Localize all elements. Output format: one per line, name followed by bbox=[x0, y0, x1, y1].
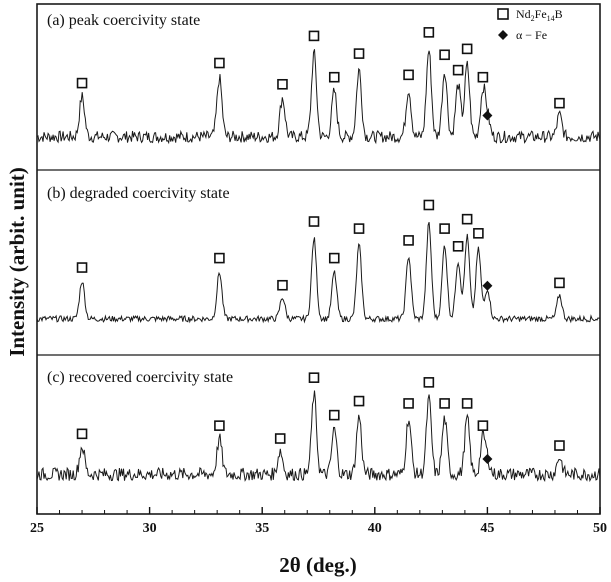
nd2fe14b-peak-marker-icon bbox=[461, 398, 473, 409]
nd2fe14b-peak-marker-icon bbox=[403, 235, 414, 246]
nd2fe14b-peak-marker-icon bbox=[554, 440, 565, 451]
nd2fe14b-peak-marker-icon bbox=[439, 223, 450, 234]
nd2fe14b-peak-marker-icon bbox=[274, 433, 286, 444]
nd2fe14b-peak-marker-icon bbox=[214, 420, 225, 431]
nd2fe14b-peak-marker-icon bbox=[461, 43, 473, 55]
nd2fe14b-peak-marker-icon bbox=[76, 77, 88, 89]
spectrum-line-panel-c bbox=[36, 390, 601, 483]
spectrum-line-panel-a bbox=[36, 49, 601, 145]
x-tick-label: 50 bbox=[593, 521, 607, 536]
nd2fe14b-peak-marker-icon bbox=[353, 395, 365, 407]
nd2fe14b-peak-marker-icon bbox=[477, 420, 489, 431]
legend-label-alpha-fe: α − Fe bbox=[516, 28, 547, 42]
nd2fe14b-peak-marker-icon bbox=[439, 49, 450, 61]
x-tick-label: 45 bbox=[480, 521, 494, 536]
plot-frame bbox=[36, 3, 601, 515]
alpha-fe-peak-marker-icon bbox=[482, 454, 493, 465]
nd2fe14b-peak-marker-icon bbox=[403, 398, 414, 409]
spectrum-line-panel-b bbox=[36, 222, 601, 324]
nd2fe14b-peak-marker-icon bbox=[277, 78, 288, 90]
panel-c-label: (c) recovered coercivity state bbox=[47, 369, 233, 386]
x-tick-label: 35 bbox=[255, 521, 269, 536]
x-tick-label: 30 bbox=[143, 521, 157, 536]
nd2fe14b-peak-marker-icon bbox=[328, 252, 340, 264]
nd2fe14b-peak-marker-icon bbox=[477, 71, 489, 83]
nd2fe14b-peak-marker-icon bbox=[76, 262, 88, 273]
nd2fe14b-peak-marker-icon bbox=[214, 252, 225, 264]
panel-b-label: (b) degraded coercivity state bbox=[47, 185, 230, 202]
panel-a-label: (a) peak coercivity state bbox=[47, 12, 200, 29]
nd2fe14b-peak-marker-icon bbox=[308, 372, 320, 383]
nd2fe14b-peak-marker-icon bbox=[328, 71, 340, 83]
nd2fe14b-peak-marker-icon bbox=[452, 64, 464, 76]
nd2fe14b-peak-marker-icon bbox=[308, 30, 320, 42]
spectra-panels bbox=[36, 27, 601, 483]
nd2fe14b-peak-marker-icon bbox=[423, 27, 435, 38]
nd2fe14b-peak-marker-icon bbox=[423, 199, 435, 211]
legend-diamond-marker-icon bbox=[498, 30, 508, 40]
legend: Nd2Fe14B α − Fe bbox=[497, 7, 563, 42]
nd2fe14b-peak-marker-icon bbox=[452, 241, 464, 252]
nd2fe14b-peak-marker-icon bbox=[473, 228, 484, 239]
nd2fe14b-peak-marker-icon bbox=[308, 216, 320, 227]
nd2fe14b-peak-marker-icon bbox=[353, 48, 365, 59]
y-axis-title: Intensity (arbit. unit) bbox=[5, 167, 29, 357]
legend-label-nd2fe14b: Nd2Fe14B bbox=[516, 7, 563, 23]
x-tick-label: 25 bbox=[30, 521, 44, 536]
x-axis-ticks: 25 30 35 40 45 50 bbox=[30, 507, 607, 536]
nd2fe14b-peak-marker-icon bbox=[76, 428, 88, 440]
alpha-fe-peak-marker-icon bbox=[482, 110, 493, 121]
nd2fe14b-peak-marker-icon bbox=[554, 97, 565, 109]
nd2fe14b-peak-marker-icon bbox=[277, 279, 288, 291]
nd2fe14b-peak-marker-icon bbox=[439, 398, 450, 409]
nd2fe14b-peak-marker-icon bbox=[461, 213, 473, 225]
nd2fe14b-peak-marker-icon bbox=[353, 223, 365, 234]
nd2fe14b-peak-marker-icon bbox=[423, 377, 435, 388]
nd2fe14b-peak-marker-icon bbox=[214, 57, 225, 69]
nd2fe14b-peak-marker-icon bbox=[328, 409, 340, 421]
nd2fe14b-peak-marker-icon bbox=[403, 69, 414, 81]
x-tick-label: 40 bbox=[368, 521, 382, 536]
alpha-fe-peak-marker-icon bbox=[482, 280, 493, 291]
legend-square-marker-icon bbox=[497, 8, 509, 20]
x-axis-title: 2θ (deg.) bbox=[279, 553, 356, 577]
nd2fe14b-peak-marker-icon bbox=[554, 277, 565, 289]
